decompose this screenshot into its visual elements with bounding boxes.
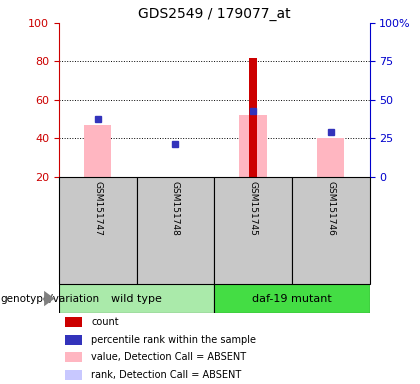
Text: genotype/variation: genotype/variation (0, 293, 99, 304)
Bar (65, 370, 82, 380)
Text: GSM151745: GSM151745 (249, 181, 257, 236)
Bar (65, 334, 82, 344)
Bar (136, 177, 214, 284)
Bar (249, 58, 257, 177)
Bar (59, 177, 136, 284)
Bar (214, 284, 370, 313)
Bar (317, 138, 344, 177)
Text: count: count (92, 317, 119, 327)
Bar (59, 284, 214, 313)
Bar (292, 177, 370, 284)
Text: GSM151748: GSM151748 (171, 181, 180, 236)
Title: GDS2549 / 179077_at: GDS2549 / 179077_at (138, 7, 291, 21)
Bar (239, 115, 267, 177)
Text: rank, Detection Call = ABSENT: rank, Detection Call = ABSENT (92, 370, 242, 380)
Text: GSM151746: GSM151746 (326, 181, 335, 236)
Bar (84, 125, 111, 177)
Text: daf-19 mutant: daf-19 mutant (252, 293, 332, 304)
Bar (65, 353, 82, 362)
Bar (65, 317, 82, 327)
Bar (214, 177, 292, 284)
Text: wild type: wild type (111, 293, 162, 304)
Text: value, Detection Call = ABSENT: value, Detection Call = ABSENT (92, 353, 247, 362)
Text: GSM151747: GSM151747 (93, 181, 102, 236)
Text: percentile rank within the sample: percentile rank within the sample (92, 334, 257, 344)
